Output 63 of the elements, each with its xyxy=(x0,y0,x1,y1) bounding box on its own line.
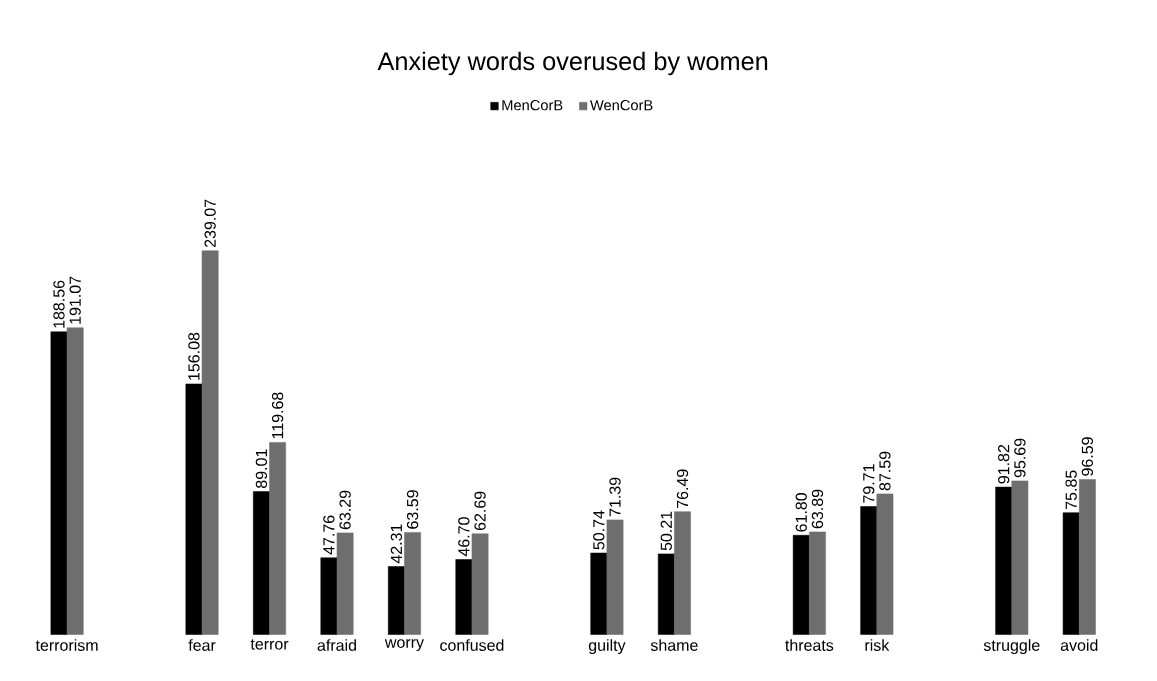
x-tick-label: risk xyxy=(865,639,890,651)
x-tick-label: guilty xyxy=(588,639,626,655)
bar xyxy=(253,491,270,635)
bar xyxy=(185,383,203,635)
bar xyxy=(269,442,286,635)
bar xyxy=(995,486,1013,635)
x-tick-label: struggle xyxy=(983,639,1040,655)
bar xyxy=(66,327,84,635)
bar xyxy=(590,552,608,635)
bar xyxy=(809,531,826,635)
data-label: 63.89 xyxy=(811,489,824,529)
data-label: 62.69 xyxy=(474,491,486,531)
data-label: 89.01 xyxy=(255,449,268,488)
data-label: 188.56 xyxy=(53,280,65,328)
data-label: 75.85 xyxy=(1065,470,1077,509)
chart-title: Anxiety words overused by women xyxy=(377,51,768,76)
data-label: 191.07 xyxy=(69,276,81,324)
bar xyxy=(201,250,219,635)
data-label: 50.21 xyxy=(660,511,672,551)
data-label: 156.08 xyxy=(188,332,200,380)
x-tick-label: terrorism xyxy=(35,639,98,651)
bar xyxy=(471,533,489,635)
bar xyxy=(657,553,675,635)
bar xyxy=(336,532,354,635)
bar xyxy=(50,331,68,635)
data-label: 47.76 xyxy=(323,515,335,555)
data-label: 71.39 xyxy=(609,477,621,517)
data-label: 239.07 xyxy=(204,199,216,247)
data-label: 87.59 xyxy=(879,451,891,491)
bar xyxy=(674,511,691,635)
bar xyxy=(1062,512,1080,635)
data-label: 95.69 xyxy=(1014,438,1026,478)
bar xyxy=(606,519,624,635)
data-label: 42.31 xyxy=(390,524,403,564)
data-label: 50.74 xyxy=(593,510,605,550)
data-label: 63.59 xyxy=(406,490,419,529)
legend-label: WenCorB xyxy=(590,99,653,111)
bar xyxy=(876,493,894,635)
x-tick-label: terror xyxy=(250,639,289,650)
x-tick-label: worry xyxy=(384,639,424,652)
data-label: 63.29 xyxy=(339,490,351,530)
bar xyxy=(455,559,473,635)
data-label: 119.68 xyxy=(271,392,284,439)
x-tick-label: avoid xyxy=(1060,639,1098,651)
bar xyxy=(1011,480,1029,635)
x-tick-label: fear xyxy=(188,639,216,651)
data-label: 79.71 xyxy=(863,464,875,503)
bar xyxy=(388,566,405,635)
bar xyxy=(860,506,878,635)
x-tick-label: confused xyxy=(440,639,504,651)
x-tick-label: threats xyxy=(785,639,834,651)
bar xyxy=(320,557,338,635)
data-label: 91.82 xyxy=(998,444,1010,484)
bar xyxy=(404,532,421,635)
data-label: 96.59 xyxy=(1081,437,1094,476)
data-label: 61.80 xyxy=(795,492,807,532)
data-label: 46.70 xyxy=(458,517,470,557)
x-tick-label: afraid xyxy=(317,639,356,651)
data-label: 76.49 xyxy=(676,469,689,508)
bar xyxy=(792,534,810,635)
x-tick-label: shame xyxy=(650,639,698,651)
legend-label: MenCorB xyxy=(502,99,563,111)
bar xyxy=(1079,479,1096,635)
